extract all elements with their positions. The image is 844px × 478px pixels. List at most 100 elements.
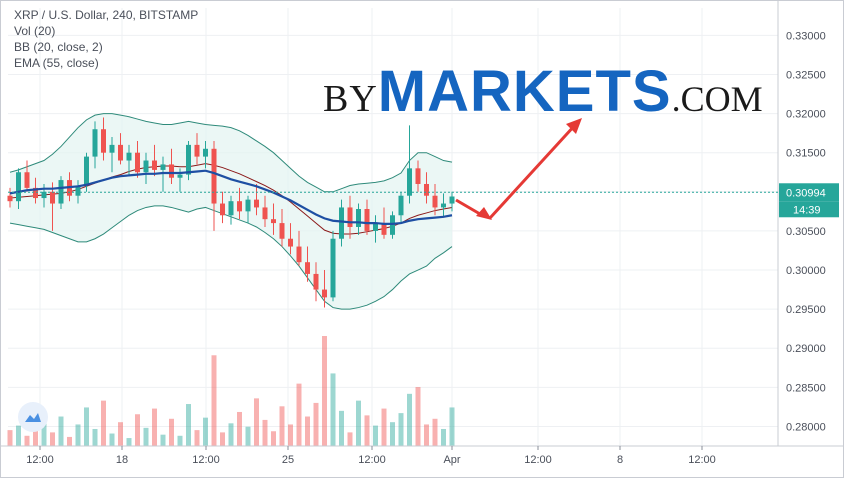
volume-bar [313, 402, 319, 446]
candle-body [169, 164, 174, 178]
last-price-value: 0.30994 [786, 187, 826, 199]
volume-bar [347, 432, 353, 446]
time-tick-label: 12:00 [688, 454, 716, 466]
logo-by: BY [323, 78, 378, 120]
candle-body [288, 238, 293, 247]
candles [7, 117, 455, 308]
chart-legend: XRP / U.S. Dollar, 240, BITSTAMP Vol (20… [14, 7, 198, 71]
candle-body [237, 201, 242, 212]
volume-bar [7, 430, 13, 446]
volume-bar [160, 434, 166, 446]
arrow-head-1 [476, 207, 492, 220]
candle-body [7, 195, 13, 202]
volume-bar [271, 431, 276, 446]
logo-markets: MARKETS [377, 59, 672, 124]
candle-body [407, 168, 412, 196]
bollinger-indicator-label[interactable]: BB (20, close, 2) [14, 40, 103, 54]
volume-bar [67, 436, 72, 446]
volume-bar [390, 422, 395, 446]
volume-bar [84, 407, 89, 446]
price-tick-label: 0.31500 [786, 148, 826, 160]
volume-bar [305, 416, 310, 446]
volume-bar [288, 424, 293, 446]
candle-body [75, 185, 81, 196]
volume-bar [381, 408, 387, 446]
candle-body [305, 262, 310, 274]
volume-bar [373, 425, 378, 446]
volume-bar [211, 355, 217, 446]
countdown-value: 14:39 [793, 204, 821, 216]
volume-bars [7, 336, 455, 446]
volume-bar [415, 387, 421, 446]
volume-bar [262, 419, 268, 446]
candle-body [364, 209, 370, 231]
volume-bar [424, 424, 429, 446]
bymarkets-logo: BYMARKETS.COM [323, 58, 763, 125]
candle-body [203, 148, 208, 157]
symbol-title: XRP / U.S. Dollar, 240, BITSTAMP [14, 8, 199, 22]
candle-body [101, 129, 106, 153]
price-tick-label: 0.28000 [786, 421, 826, 433]
volume-bar [228, 423, 234, 446]
time-axis: 12:00 18 12:00 25 12:00 Apr 12:00 8 12:00 [0, 445, 844, 466]
volume-bar [16, 425, 21, 446]
candle-body [424, 183, 429, 196]
volume-bar [50, 432, 55, 446]
time-tick-label: Apr [443, 454, 460, 466]
volume-bar [186, 404, 191, 446]
volume-bar [330, 373, 336, 446]
volume-bar [75, 424, 81, 446]
candle-body [135, 152, 140, 173]
candle-body [211, 148, 217, 204]
candle-body [109, 144, 115, 153]
candle-body [118, 144, 123, 161]
price-tick-label: 0.32000 [786, 109, 826, 121]
time-tick-label: 25 [282, 454, 294, 466]
candle-body [152, 160, 157, 170]
volume-bar [279, 406, 285, 446]
candle-body [186, 144, 191, 175]
volume-indicator-label[interactable]: Vol (20) [14, 24, 56, 38]
candle-body [84, 156, 89, 186]
volume-bar [254, 398, 259, 446]
tradingview-cloud-icon[interactable] [18, 402, 48, 432]
volume-bar [322, 336, 327, 446]
volume-bar [169, 418, 174, 446]
red-arrow-icon [455, 118, 582, 220]
volume-bar [449, 407, 455, 446]
time-tick-label: 12:00 [524, 454, 552, 466]
candle-body [322, 289, 327, 298]
price-tick-label: 0.29500 [786, 304, 826, 316]
candle-body [279, 223, 285, 239]
candle-body [313, 273, 319, 290]
candle-body [41, 191, 47, 199]
volume-bar [432, 418, 438, 446]
ema-indicator-label[interactable]: EMA (55, close) [14, 56, 99, 70]
price-tick-label: 0.30000 [786, 265, 826, 277]
candle-body [254, 199, 259, 208]
volume-bar [237, 411, 242, 446]
volume-bar [407, 393, 412, 446]
price-tick-label: 0.30500 [786, 226, 826, 238]
price-tick-label: 0.29000 [786, 343, 826, 355]
price-tick-label: 0.33000 [786, 30, 826, 42]
arrow-seg-2 [488, 122, 578, 220]
volume-bar [118, 422, 123, 446]
volume-bar [364, 415, 370, 446]
candle-body [432, 195, 438, 208]
candle-body [296, 246, 302, 263]
volume-bar [41, 411, 47, 446]
time-tick-label: 12:00 [26, 454, 54, 466]
price-tick-label: 0.32500 [786, 69, 826, 81]
candle-body [373, 223, 378, 231]
volume-bar [194, 430, 200, 446]
arrow-head-2 [566, 118, 582, 134]
volume-bar [356, 400, 361, 446]
volume-bar [92, 428, 98, 446]
candle-body [415, 168, 421, 184]
candle-body [245, 199, 251, 212]
candle-body [356, 209, 361, 227]
candle-body [339, 207, 344, 239]
volume-bar [109, 433, 115, 446]
